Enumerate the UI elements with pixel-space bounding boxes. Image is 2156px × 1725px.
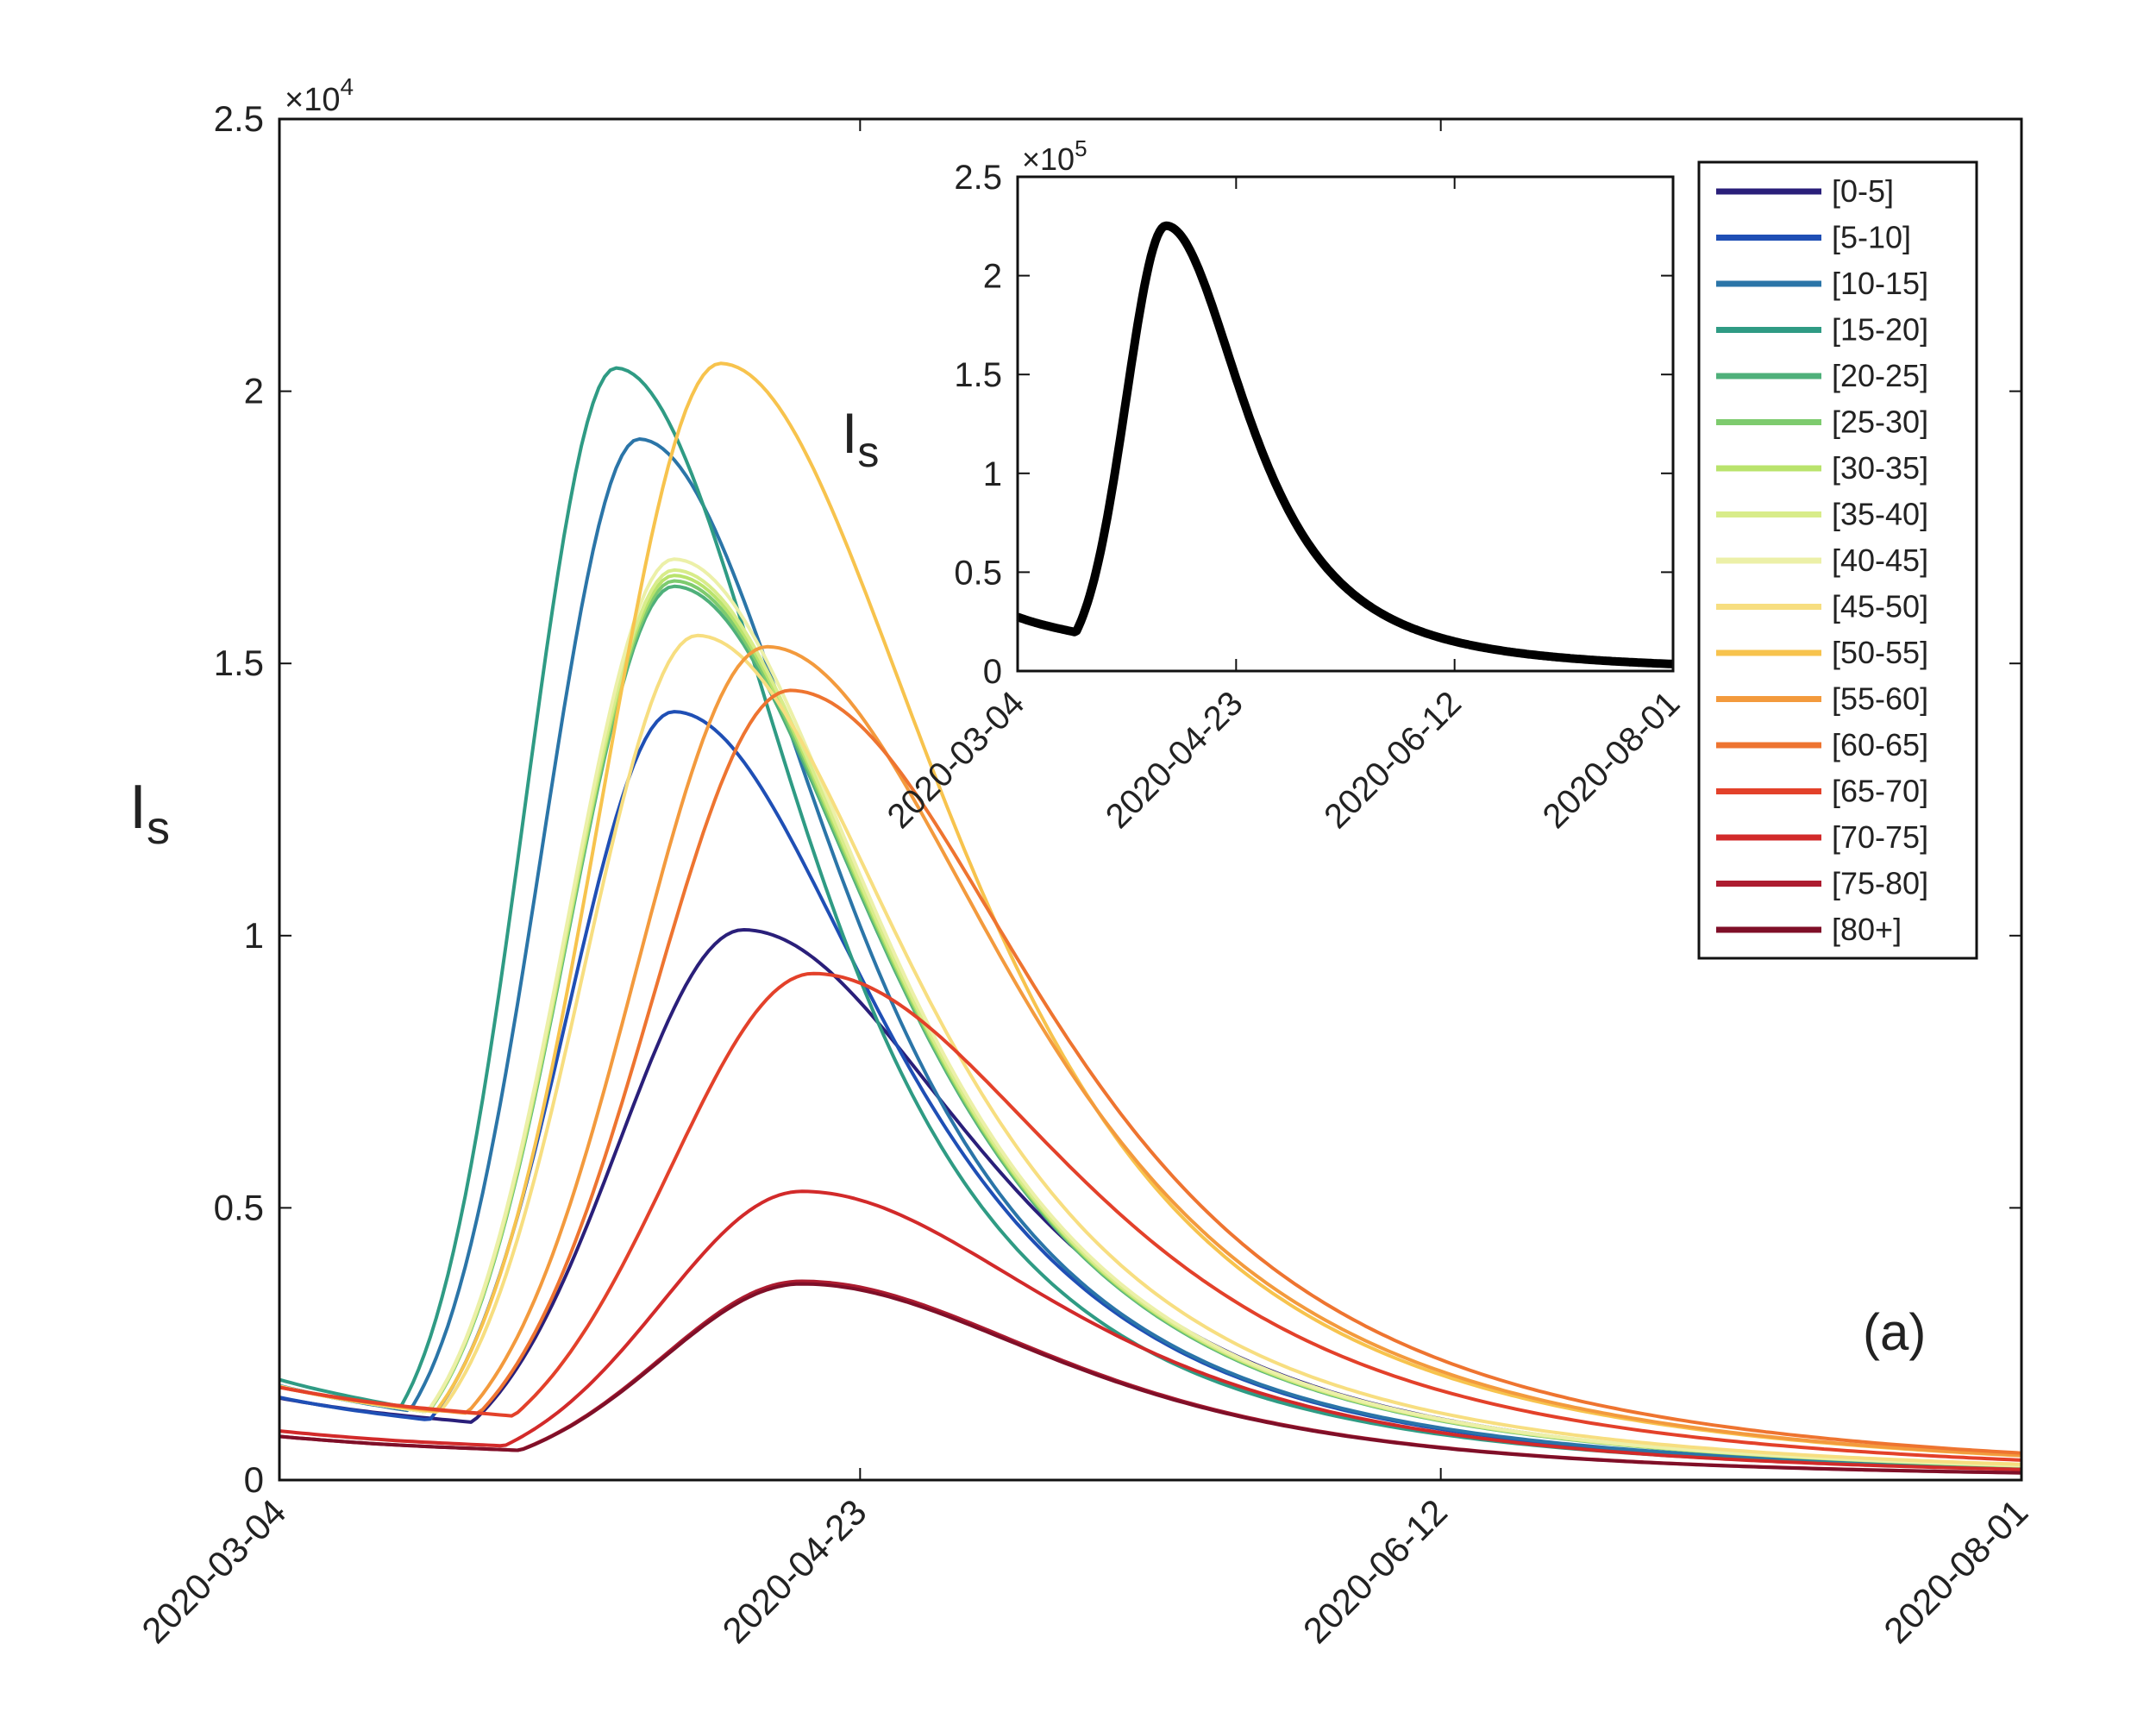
main-y-ticks: 0 0.5 1 1.5 2 2.5 bbox=[214, 98, 2021, 1500]
legend-label: [25-30] bbox=[1832, 405, 1928, 440]
y-tick-label: 1 bbox=[983, 455, 1002, 493]
legend-label: [60-65] bbox=[1832, 727, 1928, 762]
legend-items: [0-5] [5-10] [10-15] [15-20] [20-25] [25-30] [… bbox=[1716, 173, 1928, 947]
inset-y-exponent: ×105 bbox=[1022, 135, 1087, 177]
y-tick-label: 2 bbox=[244, 371, 264, 411]
legend-label: [35-40] bbox=[1832, 497, 1928, 532]
y-tick-label: 0.5 bbox=[214, 1187, 264, 1227]
y-tick-label: 1.5 bbox=[954, 356, 1002, 394]
inset-series-group bbox=[1015, 221, 1676, 668]
legend-label: [40-45] bbox=[1832, 543, 1928, 578]
y-tick-label: 2.5 bbox=[214, 98, 264, 139]
panel-label: (a) bbox=[1863, 1303, 1926, 1361]
y-tick-label: 2 bbox=[983, 258, 1002, 296]
y-tick-label: 0 bbox=[983, 653, 1002, 691]
legend-label: [65-70] bbox=[1832, 774, 1928, 809]
inset-y-ticks: 0 0.5 1 1.5 2 2.5 bbox=[954, 159, 1673, 691]
series-line-[10-15] bbox=[279, 437, 2022, 1470]
legend-label: [45-50] bbox=[1832, 589, 1928, 624]
inset-plot-frame bbox=[1016, 175, 1675, 673]
series-line-[40-45] bbox=[279, 557, 2022, 1468]
legend-label: [80+] bbox=[1832, 912, 1902, 947]
y-tick-label: 1.5 bbox=[214, 643, 264, 683]
legend-label: [10-15] bbox=[1832, 266, 1928, 301]
inset-y-axis-label: Is bbox=[842, 401, 879, 476]
legend-label: [75-80] bbox=[1832, 866, 1928, 901]
legend-label: [50-55] bbox=[1832, 635, 1928, 670]
legend-label: [15-20] bbox=[1832, 312, 1928, 348]
series-line bbox=[1015, 221, 1676, 668]
y-tick-label: 2.5 bbox=[954, 159, 1002, 197]
main-y-axis-label: Is bbox=[129, 773, 170, 854]
legend-label: [55-60] bbox=[1832, 681, 1928, 717]
series-line-[70-75] bbox=[279, 1189, 2022, 1471]
legend-label: [0-5] bbox=[1832, 173, 1894, 209]
main-plot-frame bbox=[278, 117, 2023, 1482]
y-tick-label: 0 bbox=[244, 1459, 264, 1500]
series-line-[45-50] bbox=[279, 633, 2022, 1466]
legend: [0-5] [5-10] [10-15] [15-20] [20-25] [25-30] [… bbox=[1697, 160, 1978, 960]
series-line-[80+] bbox=[279, 1282, 2022, 1475]
legend-label: [30-35] bbox=[1832, 450, 1928, 486]
legend-label: [20-25] bbox=[1832, 358, 1928, 393]
y-tick-label: 0.5 bbox=[954, 554, 1002, 592]
legend-label: [5-10] bbox=[1832, 220, 1911, 255]
main-series-group bbox=[279, 361, 2022, 1475]
series-line-[60-65] bbox=[279, 688, 2022, 1455]
series-line-[55-60] bbox=[279, 644, 2022, 1458]
series-line-[65-70] bbox=[279, 971, 2022, 1462]
inset-background bbox=[1018, 177, 1673, 671]
legend-label: [70-75] bbox=[1832, 819, 1928, 855]
main-y-exponent: ×104 bbox=[285, 73, 354, 118]
y-tick-label: 1 bbox=[244, 915, 264, 956]
